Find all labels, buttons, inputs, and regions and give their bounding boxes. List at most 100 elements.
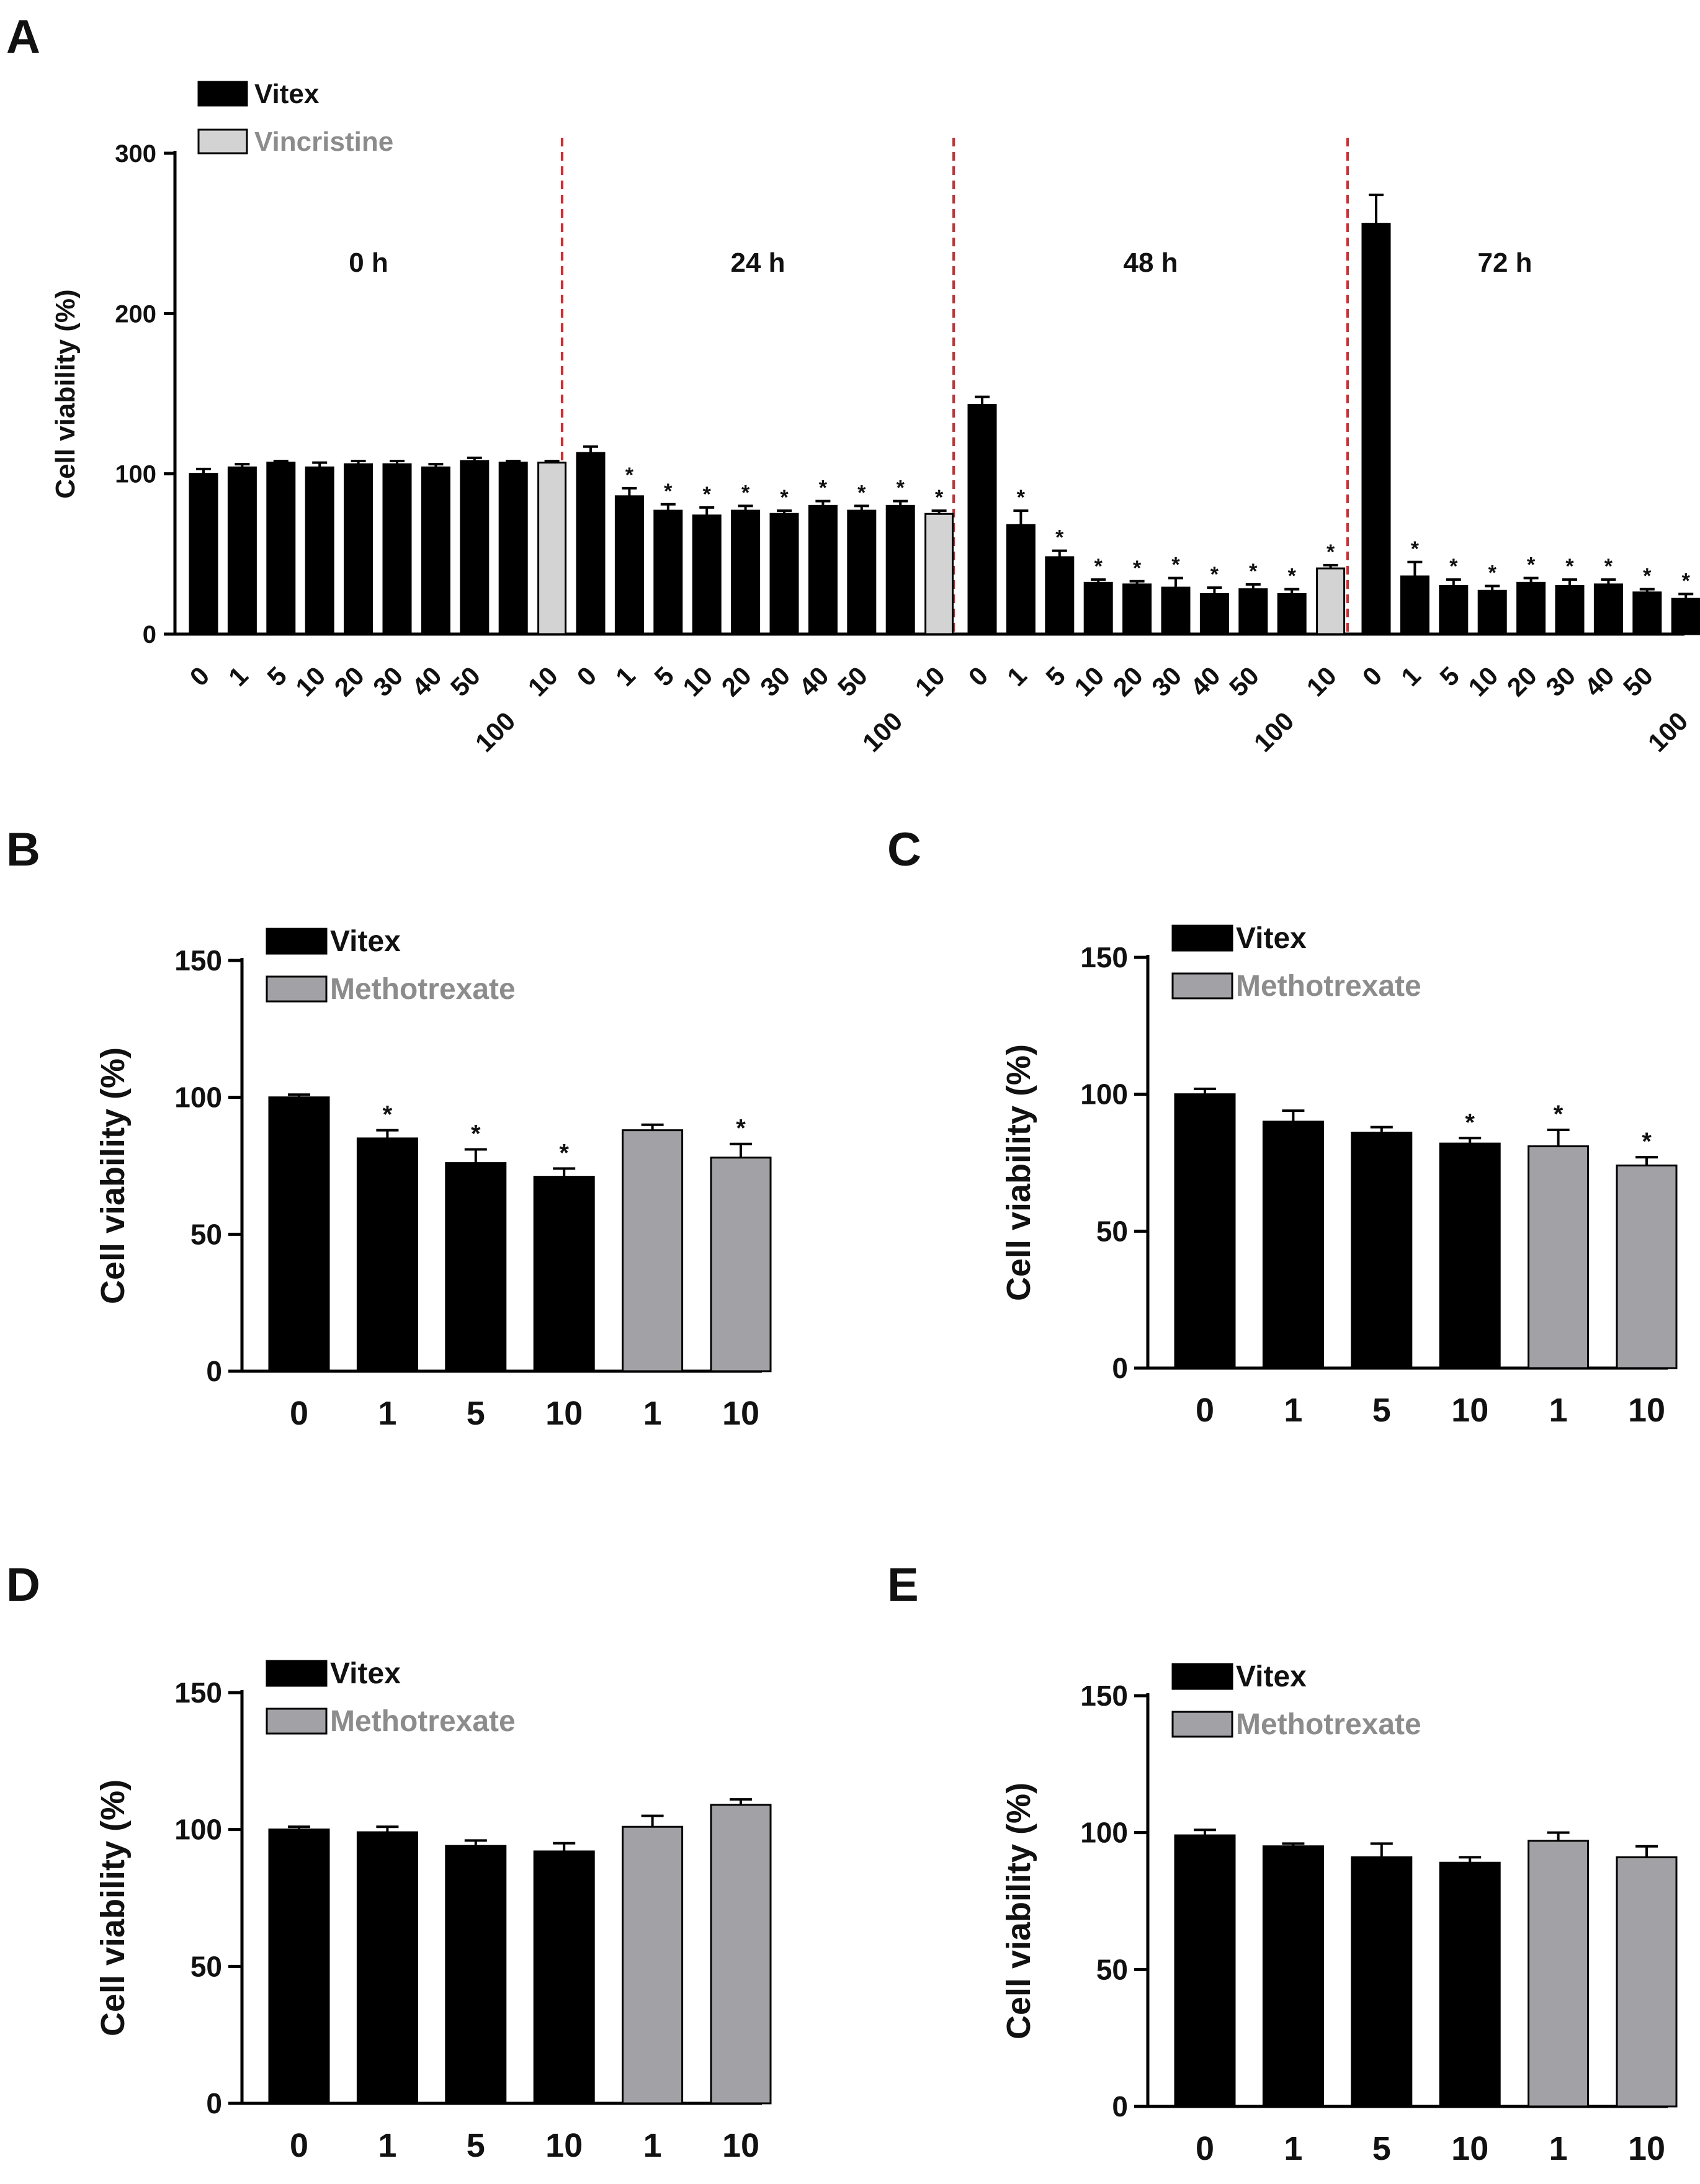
legend-swatch: [266, 928, 328, 955]
bar: [1122, 583, 1152, 635]
significance-star: *: [1171, 553, 1180, 577]
x-tick-label: 30: [1146, 661, 1187, 702]
bar: [356, 1137, 418, 1372]
y-tick-label: 150: [1080, 941, 1128, 973]
bar: [356, 1831, 418, 2105]
bar: [710, 1157, 772, 1372]
bar: [227, 466, 257, 635]
y-tick-label: 100: [115, 461, 156, 488]
x-tick-label: 5: [261, 661, 292, 692]
x-tick-label: 20: [329, 661, 370, 702]
x-tick-label: 40: [406, 661, 447, 702]
x-tick-label: 1: [1284, 2130, 1302, 2167]
x-tick-label: 20: [716, 661, 757, 702]
bar: [1477, 589, 1507, 635]
x-tick-label: 0: [963, 661, 994, 692]
legend-label: Vitex: [254, 79, 320, 109]
bar: [1632, 591, 1662, 635]
x-tick-label: 0: [1196, 1392, 1214, 1429]
x-tick-label: 10: [722, 2127, 759, 2164]
significance-star: *: [736, 1115, 746, 1142]
significance-star: *: [383, 1101, 393, 1129]
significance-star: *: [1643, 565, 1652, 588]
x-tick-label: 10: [522, 661, 563, 702]
x-tick-label: 50: [1224, 661, 1264, 702]
legend-swatch: [197, 128, 248, 154]
significance-star: *: [897, 477, 905, 500]
x-tick-label: 1: [1395, 661, 1426, 692]
bar: [537, 462, 567, 635]
legend-label: Vincristine: [254, 127, 393, 157]
significance-star: *: [857, 481, 866, 504]
legend-label: Methotrexate: [330, 1705, 516, 1738]
x-tick-label: 10: [677, 661, 718, 702]
x-tick-label: 1: [1284, 1392, 1302, 1429]
x-tick-label: 5: [1040, 661, 1071, 692]
x-tick-label: 0: [290, 1395, 308, 1432]
x-tick-label: 50: [445, 661, 486, 702]
bar: [382, 463, 412, 635]
y-tick-label: 100: [174, 1814, 222, 1846]
x-tick-label: 40: [793, 661, 834, 702]
x-tick-label: 0: [290, 2127, 308, 2164]
bar: [769, 512, 799, 635]
bar: [1439, 585, 1469, 635]
legend-swatch: [1171, 924, 1233, 952]
time-group-label: 72 h: [1477, 248, 1532, 278]
bar: [1361, 223, 1391, 635]
bar: [622, 1129, 684, 1372]
bar: [1238, 588, 1268, 635]
legend-label: Vitex: [330, 925, 401, 958]
y-tick-label: 0: [206, 1355, 222, 1387]
y-tick-label: 50: [190, 1950, 222, 1982]
significance-star: *: [625, 463, 634, 487]
x-tick-label: 50: [1617, 661, 1658, 702]
y-tick-label: 50: [1096, 1953, 1128, 1985]
y-tick-label: 100: [1080, 1817, 1128, 1849]
x-tick-label: 10: [1301, 661, 1342, 702]
x-tick-label: 5: [1434, 661, 1465, 692]
y-axis-title: Cell viability (%): [1000, 1044, 1037, 1301]
bar: [498, 462, 528, 635]
bar: [1174, 1093, 1236, 1369]
time-group-label: 48 h: [1123, 248, 1178, 278]
legend-swatch: [266, 1660, 328, 1687]
x-tick-label: 1: [378, 2127, 396, 2164]
bar: [1439, 1142, 1501, 1369]
x-tick-label: 1: [643, 2127, 662, 2164]
x-tick-label: 5: [648, 661, 679, 692]
y-tick-label: 0: [143, 621, 156, 648]
x-tick-label: 1: [1001, 661, 1032, 692]
significance-star: *: [1565, 555, 1574, 578]
time-group-label: 24 h: [730, 248, 785, 278]
x-tick-label: 0: [571, 661, 602, 692]
x-tick-label: 30: [367, 661, 408, 702]
bar: [189, 473, 218, 635]
bar: [533, 1176, 595, 1372]
x-tick-label: 50: [832, 661, 873, 702]
bar: [1277, 593, 1307, 635]
x-tick-label: 0: [1357, 661, 1388, 692]
x-tick-label: 100: [470, 706, 521, 758]
bar: [847, 509, 877, 635]
x-tick-label: 10: [545, 2127, 583, 2164]
x-tick-label: 30: [754, 661, 795, 702]
x-tick-label: 10: [910, 661, 951, 702]
bar: [576, 452, 606, 635]
significance-star: *: [1488, 562, 1497, 585]
bar: [1262, 1845, 1324, 2108]
y-tick-label: 300: [115, 140, 156, 168]
y-tick-label: 150: [174, 1676, 222, 1709]
x-tick-label: 1: [223, 661, 254, 692]
legend-swatch: [1171, 1663, 1233, 1690]
bar: [1671, 597, 1700, 635]
time-group-label: 0 h: [349, 248, 388, 278]
x-tick-label: 1: [1549, 2130, 1568, 2167]
y-tick-label: 100: [1080, 1078, 1128, 1111]
x-tick-label: 10: [1451, 2130, 1488, 2167]
bar: [1199, 593, 1229, 635]
x-tick-label: 5: [467, 1395, 485, 1432]
bar: [268, 1096, 330, 1372]
bar: [1351, 1856, 1413, 2108]
